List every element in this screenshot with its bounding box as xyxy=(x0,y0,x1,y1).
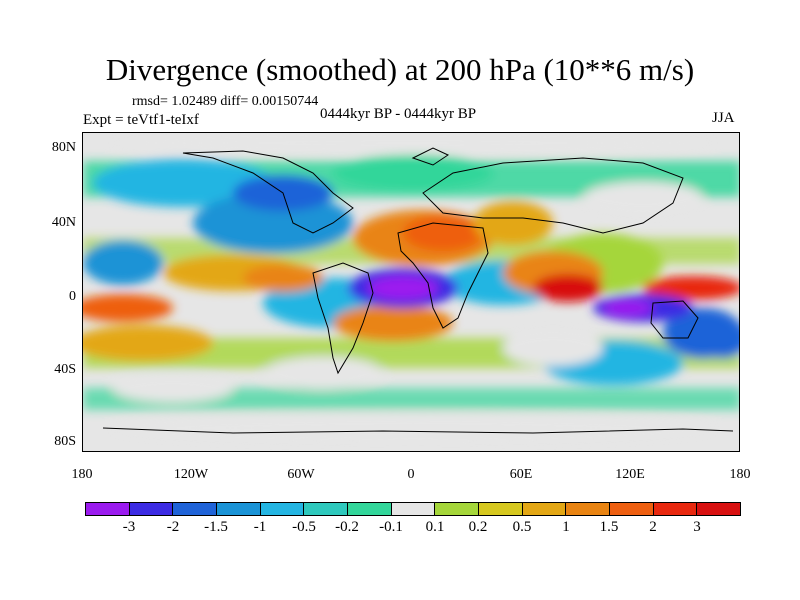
experiment-label: Expt = teVtf1-teIxf xyxy=(83,112,199,128)
colorbar-label: 0.2 xyxy=(468,519,488,535)
y-tick-40n: 40N xyxy=(51,215,76,230)
colorbar-label: 3 xyxy=(693,519,701,535)
x-tick-120e: 120E xyxy=(615,467,645,482)
colorbar-swatch xyxy=(652,502,698,516)
colorbar-swatch xyxy=(434,502,480,516)
period-label: 0444kyr BP - 0444kyr BP xyxy=(320,106,477,122)
colorbar-label: -1.5 xyxy=(204,519,228,535)
colorbar-swatch xyxy=(609,502,654,516)
colorbar-label: 2 xyxy=(649,519,657,535)
x-tick-120w: 120W xyxy=(173,467,209,482)
colorbar-swatch xyxy=(303,502,349,516)
colorbar-label: -0.2 xyxy=(335,519,359,535)
colorbar-swatch xyxy=(172,502,218,516)
x-tick-180e: 180 xyxy=(729,467,751,482)
colorbar-swatch xyxy=(521,502,567,516)
x-tick-60e: 60E xyxy=(509,467,533,482)
colorbar xyxy=(85,502,742,516)
colorbar-label: -0.5 xyxy=(292,519,316,535)
colorbar-swatch xyxy=(347,502,392,516)
colorbar-label: 0.5 xyxy=(512,519,532,535)
x-tick-0: 0 xyxy=(407,467,415,482)
colorbar-label: -0.1 xyxy=(379,519,403,535)
colorbar-swatch xyxy=(565,502,611,516)
colorbar-swatch xyxy=(259,502,305,516)
y-tick-0: 0 xyxy=(69,289,76,304)
rmsd-diff-stats: rmsd= 1.02489 diff= 0.00150744 xyxy=(132,94,319,109)
colorbar-swatch xyxy=(85,502,130,516)
divergence-map xyxy=(82,132,740,452)
coastlines xyxy=(102,147,734,434)
x-tick-180w: 180 xyxy=(71,467,93,482)
x-tick-60w: 60W xyxy=(287,467,315,482)
colorbar-label: 0.1 xyxy=(425,519,445,535)
divergence-field xyxy=(83,133,739,451)
colorbar-label: -3 xyxy=(122,519,136,535)
colorbar-label: -1 xyxy=(253,519,267,535)
divergence-patterns xyxy=(83,133,739,442)
chart-title: Divergence (smoothed) at 200 hPa (10**6 … xyxy=(105,52,695,87)
colorbar-swatch xyxy=(128,502,174,516)
y-tick-40s: 40S xyxy=(54,362,76,377)
colorbar-swatch xyxy=(390,502,436,516)
colorbar-swatch xyxy=(478,502,523,516)
colorbar-swatch xyxy=(216,502,261,516)
season-label: JJA xyxy=(712,110,735,126)
colorbar-label: 1 xyxy=(562,519,570,535)
colorbar-swatch xyxy=(696,502,742,516)
colorbar-label: 1.5 xyxy=(599,519,619,535)
y-tick-80s: 80S xyxy=(54,434,76,449)
y-tick-80n: 80N xyxy=(51,140,76,155)
colorbar-label: -2 xyxy=(166,519,180,535)
